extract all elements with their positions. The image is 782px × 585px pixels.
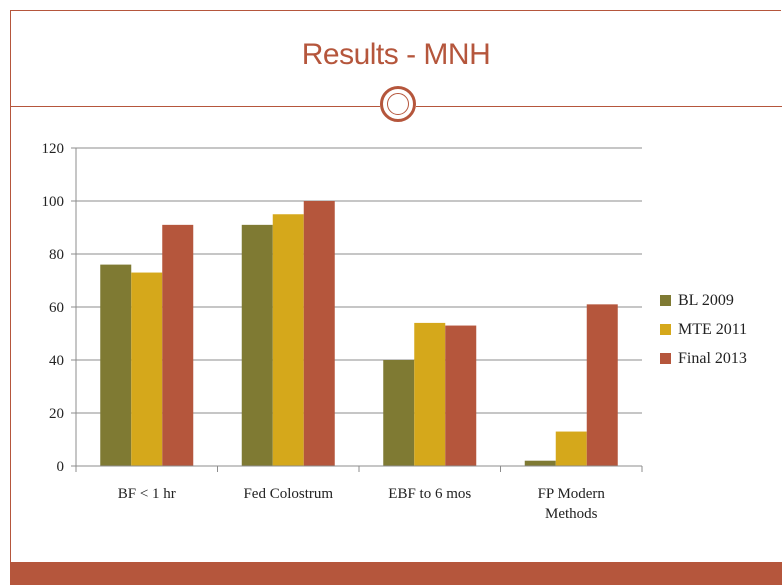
x-category-label: BF < 1 hr (118, 486, 176, 502)
legend: BL 2009 MTE 2011 Final 2013 (660, 292, 747, 367)
y-tick-label: 100 (42, 194, 65, 210)
legend-swatch (660, 324, 671, 335)
bar (100, 265, 131, 466)
bar (414, 323, 445, 466)
bar (445, 326, 476, 466)
x-category-label: Fed Colostrum (243, 486, 333, 502)
legend-swatch (660, 295, 671, 306)
legend-label: MTE 2011 (678, 321, 747, 338)
footer-bar (10, 562, 782, 585)
bar (273, 214, 304, 466)
bar (304, 201, 335, 466)
y-tick-label: 40 (49, 353, 64, 369)
x-category-label: FP Modern (538, 486, 606, 502)
legend-label: Final 2013 (678, 350, 747, 367)
bar (587, 304, 618, 466)
y-tick-label: 120 (42, 141, 65, 157)
bar (383, 360, 414, 466)
bar (525, 461, 556, 466)
y-tick-label: 60 (49, 300, 64, 316)
bar-chart: 0 20 40 60 80 100 120 BF < 1 hr Fed Colostrum EBF… (0, 0, 782, 560)
x-category-label: Methods (545, 506, 598, 522)
bar (131, 273, 162, 466)
legend-swatch (660, 353, 671, 364)
bar (242, 225, 273, 466)
y-tick-label: 20 (49, 406, 64, 422)
y-tick-label: 0 (57, 459, 65, 475)
bar (162, 225, 193, 466)
x-category-label: EBF to 6 mos (388, 486, 471, 502)
y-tick-label: 80 (49, 247, 64, 263)
bars-layer (100, 201, 618, 466)
bar (556, 432, 587, 466)
legend-label: BL 2009 (678, 292, 734, 309)
